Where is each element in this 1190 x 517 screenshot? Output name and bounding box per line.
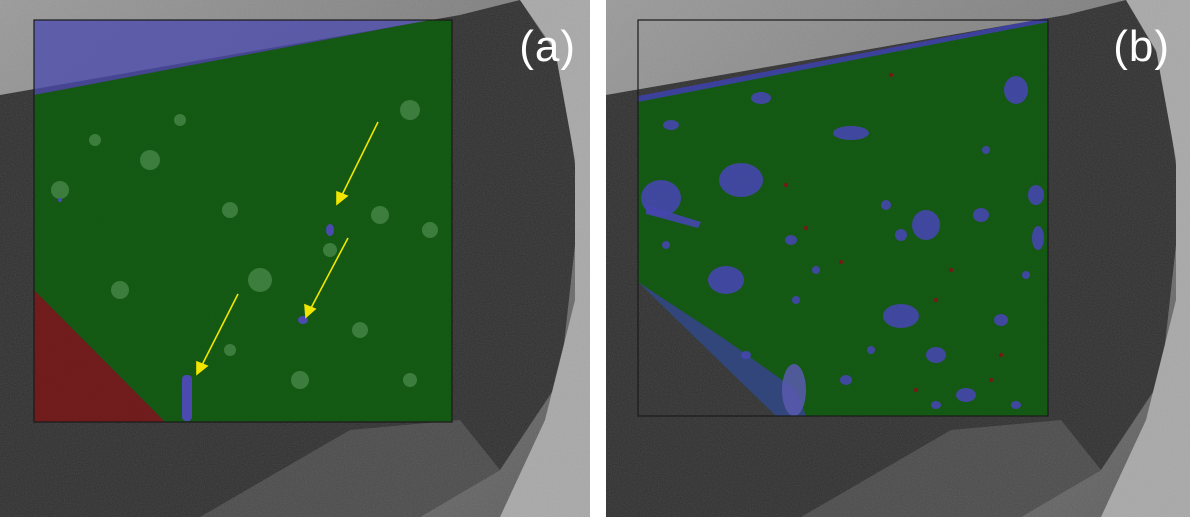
region-green: [34, 20, 452, 422]
region-green-b: [638, 20, 1048, 416]
blue-bright-bottom-b: [782, 364, 806, 416]
region-blue-lower-b: [638, 282, 806, 416]
red-specks-b: [784, 73, 1003, 392]
panel-label-a: (a): [519, 22, 576, 71]
region-red: [34, 290, 165, 422]
roi-frame-b: [637, 19, 1049, 417]
particles-a: [51, 100, 438, 389]
arrows: [196, 121, 379, 376]
panel-label-b: (b): [1113, 22, 1170, 71]
roi-frame-a: [33, 19, 453, 423]
micrograph-b: [606, 0, 1190, 517]
panel-b: (b): [606, 0, 1190, 517]
panel-a: (a): [0, 0, 590, 517]
region-blue-edge-b: [638, 18, 1048, 102]
blue-blobs-b: [641, 76, 1044, 409]
micrograph-a: [0, 0, 590, 517]
